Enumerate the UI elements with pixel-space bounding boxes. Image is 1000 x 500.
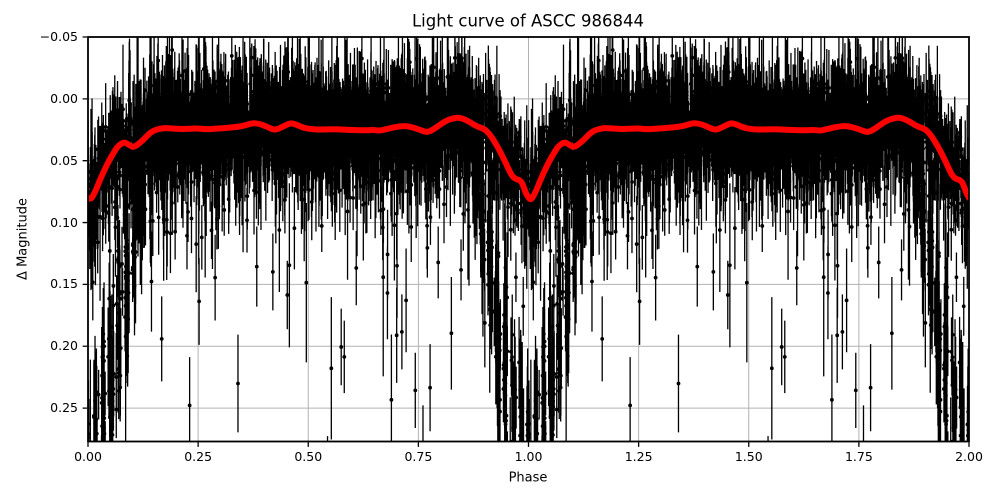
y-tick-label: 0.00 — [50, 90, 78, 106]
y-tick-label: 0.20 — [50, 338, 78, 354]
x-tick-label: 0.00 — [74, 448, 102, 464]
y-tick-label: 0.25 — [50, 400, 78, 416]
x-tick-label: 0.25 — [184, 448, 213, 464]
x-tick-label: 1.00 — [514, 448, 543, 464]
y-axis-label: Δ Magnitude — [15, 198, 31, 280]
x-tick-label: 1.50 — [734, 448, 763, 464]
chart-title: Light curve of ASCC 986844 — [411, 11, 645, 31]
x-tick-label: 0.75 — [404, 448, 433, 464]
y-tick-label: 0.05 — [50, 152, 78, 168]
x-axis-label: Phase — [508, 470, 548, 486]
x-tick-label: 2.00 — [955, 448, 983, 464]
x-tick-label: 1.75 — [844, 448, 873, 464]
x-tick-label: 1.25 — [624, 448, 653, 464]
y-tick-label: 0.10 — [50, 214, 78, 230]
y-tick-label: −0.05 — [39, 29, 78, 44]
y-tick-label: 0.15 — [50, 276, 78, 292]
x-tick-label: 0.50 — [294, 448, 323, 464]
